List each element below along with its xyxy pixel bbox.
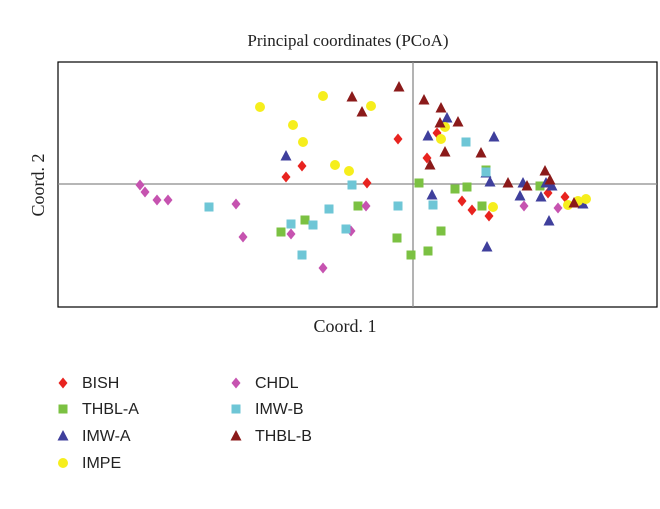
- legend-label: CHDL: [255, 375, 299, 392]
- point: [441, 112, 453, 123]
- point: [366, 101, 376, 111]
- point: [521, 180, 533, 191]
- point: [392, 233, 402, 243]
- legend-label: IMW-B: [255, 401, 304, 418]
- point: [346, 91, 358, 102]
- point: [477, 201, 487, 211]
- point: [163, 194, 173, 206]
- point: [140, 186, 150, 198]
- point: [457, 195, 467, 207]
- point: [423, 246, 433, 256]
- point: [484, 210, 494, 222]
- chart-title: Principal coordinates (PCoA): [247, 31, 448, 50]
- point: [539, 165, 551, 176]
- legend-marker: [58, 458, 68, 468]
- point: [324, 204, 334, 214]
- legend-label: BISH: [82, 375, 119, 392]
- point: [298, 137, 308, 147]
- point: [577, 198, 589, 209]
- point: [288, 120, 298, 130]
- y-axis-label: Coord. 2: [28, 154, 48, 217]
- point: [300, 215, 310, 225]
- legend-label: THBL-B: [255, 428, 312, 445]
- point: [341, 224, 351, 234]
- point: [424, 159, 436, 170]
- point: [393, 81, 405, 92]
- point: [330, 160, 340, 170]
- point: [428, 200, 438, 210]
- point: [308, 220, 318, 230]
- point: [462, 182, 472, 192]
- legend-marker: [231, 404, 241, 414]
- point: [481, 167, 491, 177]
- point: [544, 174, 556, 185]
- point: [344, 166, 354, 176]
- legend-label: IMW-A: [82, 428, 131, 445]
- point: [286, 219, 296, 229]
- point: [436, 226, 446, 236]
- point: [297, 250, 307, 260]
- point: [435, 102, 447, 113]
- point: [475, 147, 487, 158]
- point: [452, 116, 464, 127]
- point: [581, 194, 591, 204]
- point: [543, 215, 555, 226]
- point: [135, 179, 145, 191]
- point: [439, 146, 451, 157]
- point: [393, 201, 403, 211]
- point: [553, 202, 563, 214]
- point: [152, 194, 162, 206]
- point: [276, 227, 286, 237]
- point: [568, 197, 580, 208]
- point: [436, 134, 446, 144]
- point: [414, 178, 424, 188]
- point: [467, 204, 477, 216]
- point: [318, 91, 328, 101]
- point: [356, 106, 368, 117]
- point: [286, 228, 296, 240]
- point: [560, 191, 570, 203]
- legend-marker: [57, 430, 69, 441]
- point: [280, 150, 292, 161]
- point: [297, 160, 307, 172]
- x-axis-label: Coord. 1: [314, 316, 377, 336]
- point: [281, 171, 291, 183]
- point: [481, 241, 493, 252]
- point: [535, 191, 547, 202]
- point: [418, 94, 430, 105]
- legend-label: IMPE: [82, 455, 121, 472]
- legend-marker: [231, 377, 241, 389]
- legend-marker: [58, 404, 68, 414]
- legend-marker: [58, 377, 68, 389]
- point: [488, 131, 500, 142]
- point: [422, 130, 434, 141]
- point: [426, 189, 438, 200]
- point: [535, 181, 545, 191]
- point: [393, 133, 403, 145]
- legend-label: THBL-A: [82, 401, 139, 418]
- point: [362, 177, 372, 189]
- point: [255, 102, 265, 112]
- point: [514, 190, 526, 201]
- point: [361, 200, 371, 212]
- point: [502, 177, 514, 188]
- legend-marker: [230, 430, 242, 441]
- point: [231, 198, 241, 210]
- point: [347, 180, 357, 190]
- point: [488, 202, 498, 212]
- point: [461, 137, 471, 147]
- point: [434, 117, 446, 128]
- point: [406, 250, 416, 260]
- point: [318, 262, 328, 274]
- point: [450, 184, 460, 194]
- point: [484, 176, 496, 187]
- point: [204, 202, 214, 212]
- point: [546, 180, 558, 191]
- point: [353, 201, 363, 211]
- point: [238, 231, 248, 243]
- point: [519, 200, 529, 212]
